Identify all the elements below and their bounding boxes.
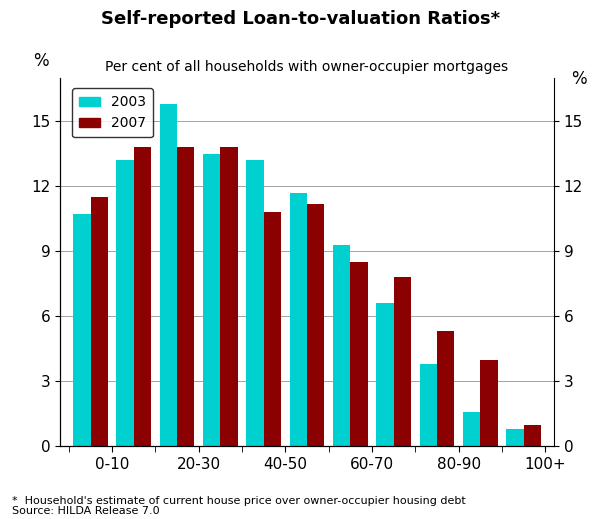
Bar [333, 245, 350, 446]
Text: Self-reported Loan-to-valuation Ratios*: Self-reported Loan-to-valuation Ratios* [102, 10, 500, 29]
Bar [264, 212, 281, 446]
Bar [437, 332, 455, 446]
Text: *  Household's estimate of current house price over owner-occupier housing debt: * Household's estimate of current house … [12, 496, 466, 506]
Bar [350, 262, 368, 446]
Bar [524, 425, 541, 446]
Bar [290, 193, 307, 446]
Bar [117, 160, 134, 446]
Bar [394, 277, 411, 446]
Bar [376, 303, 394, 446]
Legend: 2003, 2007: 2003, 2007 [72, 88, 153, 138]
Y-axis label: %: % [571, 71, 586, 88]
Bar [246, 160, 264, 446]
Bar [506, 429, 524, 446]
Bar [220, 147, 238, 446]
Bar [307, 203, 324, 446]
Bar [90, 197, 108, 446]
Bar [480, 360, 497, 446]
Title: Per cent of all households with owner-occupier mortgages: Per cent of all households with owner-oc… [105, 60, 509, 74]
Bar [203, 154, 220, 446]
Y-axis label: %: % [33, 52, 48, 71]
Bar [177, 147, 194, 446]
Text: Source: HILDA Release 7.0: Source: HILDA Release 7.0 [12, 507, 160, 516]
Bar [463, 412, 480, 446]
Bar [160, 104, 177, 446]
Bar [73, 214, 90, 446]
Bar [420, 364, 437, 446]
Bar [134, 147, 151, 446]
